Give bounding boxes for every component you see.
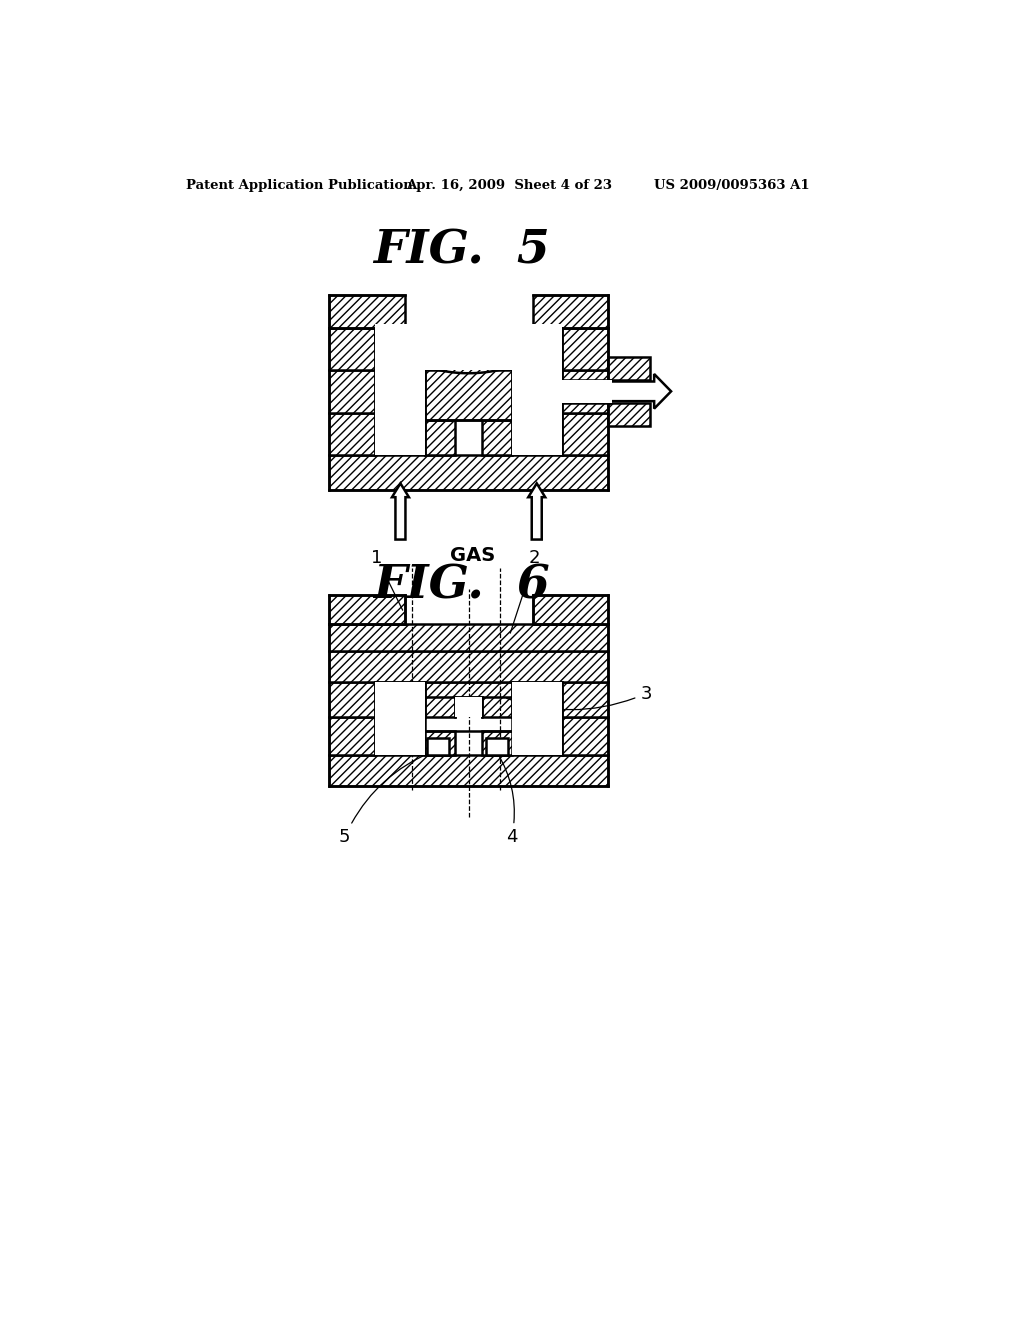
- Bar: [330, 595, 404, 624]
- Bar: [330, 624, 608, 651]
- Bar: [330, 682, 376, 717]
- Bar: [376, 717, 425, 755]
- Bar: [330, 294, 404, 327]
- Bar: [425, 682, 455, 717]
- Bar: [562, 380, 611, 403]
- Bar: [425, 370, 512, 420]
- Text: 4: 4: [498, 754, 517, 846]
- Bar: [512, 717, 562, 755]
- Bar: [330, 717, 376, 755]
- Text: 2: 2: [510, 549, 541, 634]
- FancyArrow shape: [528, 483, 545, 540]
- Bar: [376, 413, 425, 455]
- Bar: [482, 682, 512, 717]
- Text: 5: 5: [339, 752, 431, 846]
- Text: US 2009/0095363 A1: US 2009/0095363 A1: [654, 180, 810, 193]
- Bar: [455, 697, 482, 717]
- FancyArrow shape: [392, 483, 409, 540]
- Bar: [608, 356, 650, 380]
- Bar: [376, 323, 562, 370]
- Bar: [330, 455, 608, 490]
- Bar: [427, 738, 449, 755]
- Bar: [482, 730, 512, 755]
- Bar: [330, 413, 376, 455]
- Bar: [532, 294, 608, 327]
- Text: FIG.  5: FIG. 5: [374, 227, 550, 273]
- Bar: [512, 370, 562, 412]
- Bar: [330, 651, 608, 682]
- Bar: [482, 420, 512, 455]
- Bar: [330, 370, 376, 412]
- Polygon shape: [376, 331, 562, 374]
- Bar: [512, 682, 562, 717]
- Bar: [562, 717, 608, 755]
- Text: Patent Application Publication: Patent Application Publication: [186, 180, 413, 193]
- Bar: [330, 755, 608, 785]
- Bar: [330, 327, 376, 370]
- Bar: [562, 682, 608, 717]
- Bar: [425, 730, 455, 755]
- Bar: [376, 682, 425, 717]
- Bar: [608, 403, 650, 426]
- Text: 1: 1: [372, 549, 402, 610]
- Text: 3: 3: [507, 685, 652, 710]
- Text: GAS: GAS: [450, 545, 495, 565]
- Text: Apr. 16, 2009  Sheet 4 of 23: Apr. 16, 2009 Sheet 4 of 23: [407, 180, 612, 193]
- Bar: [562, 327, 608, 370]
- Bar: [376, 370, 425, 412]
- Bar: [512, 413, 562, 455]
- Bar: [486, 738, 508, 755]
- Bar: [425, 682, 512, 697]
- Bar: [532, 595, 608, 624]
- Text: FIG.  6: FIG. 6: [374, 562, 550, 609]
- FancyArrow shape: [609, 374, 671, 409]
- Bar: [562, 413, 608, 455]
- Bar: [425, 420, 455, 455]
- Bar: [562, 370, 608, 412]
